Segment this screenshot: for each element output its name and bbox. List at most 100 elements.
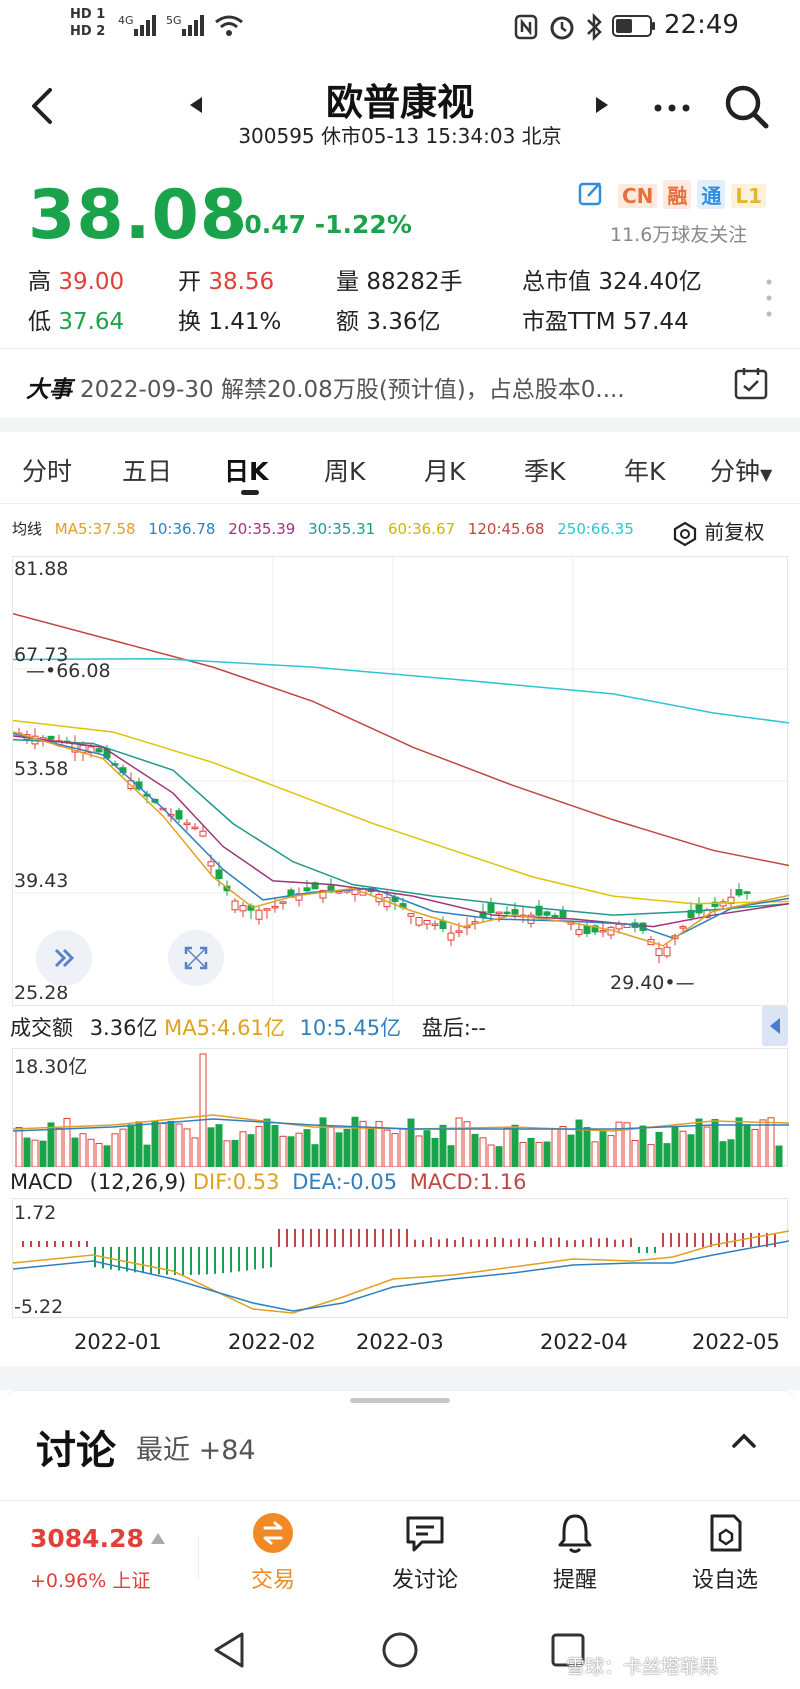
volume-bar xyxy=(279,1135,287,1168)
chevron-up-icon xyxy=(732,1433,756,1448)
double-chevron-right-icon xyxy=(54,948,75,968)
tab-daily-k[interactable]: 日K xyxy=(224,457,269,486)
volume-bar xyxy=(687,1134,695,1168)
volume-bar xyxy=(175,1123,183,1168)
edit-note-button[interactable] xyxy=(578,180,604,210)
nav-recents-button[interactable] xyxy=(550,1632,586,1672)
volume-bar xyxy=(679,1130,687,1168)
trade-icon xyxy=(253,1513,293,1553)
volume-ma5: MA5:4.61亿 xyxy=(164,1016,285,1040)
candle-body xyxy=(663,946,671,957)
search-icon xyxy=(725,85,769,129)
kline-svg xyxy=(12,557,790,1007)
volume-bar xyxy=(647,1144,655,1168)
tab-weekly-k[interactable]: 周K xyxy=(324,457,366,486)
expand-stats-button[interactable] xyxy=(764,276,774,324)
sheet-drag-handle[interactable] xyxy=(350,1398,450,1403)
volume-bar xyxy=(391,1133,399,1168)
volume-bar xyxy=(575,1119,583,1168)
volume-bar xyxy=(95,1142,103,1168)
prev-stock-button[interactable] xyxy=(188,95,204,119)
macd-chart[interactable] xyxy=(12,1198,790,1318)
candle-body xyxy=(711,901,719,907)
back-button[interactable] xyxy=(26,86,56,130)
alert-label: 提醒 xyxy=(552,1568,597,1593)
candle-body xyxy=(719,901,727,907)
date-label: 2022-05 xyxy=(692,1330,780,1354)
candle-body xyxy=(423,920,431,925)
ma60-value: 60:36.67 xyxy=(387,520,456,538)
macd-axis-top: 1.72 xyxy=(14,1202,57,1224)
stat-mcap-label: 总市值 xyxy=(522,269,591,295)
candle-body xyxy=(735,889,743,896)
event-row[interactable]: 大事 2022-09-30 解禁20.08万股(预计值)，占总股本0.... xyxy=(26,370,625,404)
volume-bar xyxy=(479,1137,487,1168)
tab-intraday[interactable]: 分时 xyxy=(22,457,73,486)
ma250-line xyxy=(12,657,790,724)
macd-dea: DEA:-0.05 xyxy=(292,1170,398,1194)
collapse-button[interactable] xyxy=(36,930,92,986)
tab-monthly-k[interactable]: 月K xyxy=(424,457,466,486)
volume-axis-top: 18.30亿 xyxy=(14,1056,88,1078)
caret-down-icon: ▼ xyxy=(760,465,773,484)
nav-back-button[interactable] xyxy=(210,1630,250,1674)
discussion-title[interactable]: 讨论 xyxy=(36,1428,116,1474)
bluetooth-icon xyxy=(587,12,602,42)
volume-bar xyxy=(191,1137,199,1168)
post-discussion-button[interactable]: 发讨论 xyxy=(370,1510,480,1594)
more-button[interactable] xyxy=(652,100,692,119)
candle-body xyxy=(511,909,519,915)
current-price: 38.08 xyxy=(28,176,249,255)
volume-chart[interactable] xyxy=(12,1048,790,1168)
volume-bar xyxy=(111,1133,119,1168)
volume-bar xyxy=(703,1126,711,1168)
tab-quarterly-k[interactable]: 季K xyxy=(524,457,566,486)
volume-bar xyxy=(455,1117,463,1168)
volume-bar xyxy=(295,1132,303,1168)
tab-minute[interactable]: 分钟▼ xyxy=(710,452,772,488)
volume-bar xyxy=(591,1141,599,1168)
candle-body xyxy=(175,810,183,820)
trade-button[interactable]: 交易 xyxy=(218,1510,328,1594)
adjust-button[interactable]: 前复权 xyxy=(672,516,764,547)
net1-label: 4G xyxy=(118,14,134,27)
volume-bar xyxy=(727,1139,735,1168)
volume-bar xyxy=(655,1131,663,1168)
candle-body xyxy=(551,914,559,918)
volume-bar xyxy=(199,1053,207,1168)
calendar-icon xyxy=(734,368,768,400)
add-watchlist-button[interactable]: 设自选 xyxy=(670,1510,780,1594)
sidebar-toggle-button[interactable] xyxy=(762,1006,788,1046)
alert-button[interactable]: 提醒 xyxy=(520,1510,630,1594)
macd-params: (12,26,9) xyxy=(89,1170,187,1194)
volume-bar xyxy=(671,1126,679,1168)
tab-minute-label: 分钟 xyxy=(710,457,761,486)
badge-l1: L1 xyxy=(731,184,767,208)
tab-five-day[interactable]: 五日 xyxy=(122,457,173,486)
nav-home-button[interactable] xyxy=(380,1630,420,1674)
volume-bar xyxy=(503,1127,511,1168)
next-stock-button[interactable] xyxy=(594,95,610,119)
after-hours-value: 盘后:-- xyxy=(421,1016,486,1040)
tab-yearly-k[interactable]: 年K xyxy=(624,457,666,486)
macd-dea-line xyxy=(12,1240,790,1312)
ma30-value: 30:35.31 xyxy=(308,520,376,538)
badge-connect: 通 xyxy=(697,180,726,209)
volume-bar xyxy=(247,1134,255,1168)
fullscreen-button[interactable] xyxy=(168,930,224,986)
volume-ma10: 10:5.45亿 xyxy=(299,1016,402,1040)
volume-bar xyxy=(527,1137,535,1168)
kline-chart[interactable] xyxy=(12,556,790,1007)
triangle-up-icon xyxy=(150,1530,166,1549)
calendar-button[interactable] xyxy=(734,366,768,404)
volume-bar xyxy=(711,1119,719,1168)
date-label: 2022-02 xyxy=(228,1330,316,1354)
stat-open-value: 38.56 xyxy=(208,269,275,295)
candle-body xyxy=(695,904,703,914)
volume-bar xyxy=(535,1141,543,1168)
index-value[interactable]: 3084.28 xyxy=(30,1524,144,1553)
search-button[interactable] xyxy=(724,84,770,134)
index-change: +0.96% 上证 xyxy=(30,1570,151,1592)
expand-discussion-button[interactable] xyxy=(730,1430,758,1454)
clock: 22:49 xyxy=(664,10,739,40)
